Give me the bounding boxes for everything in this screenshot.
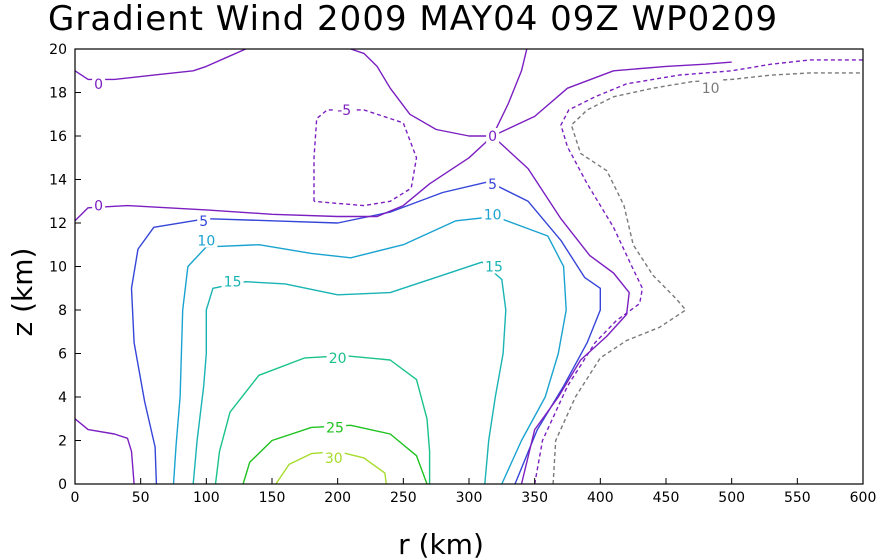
contour-line-6-2 <box>74 418 135 485</box>
x-axis-label: r (km) <box>398 528 484 559</box>
contour-label: 0 <box>488 129 497 145</box>
contour-label-bg <box>333 101 356 117</box>
contour-line-7-0 <box>313 109 418 207</box>
contour-label: 25 <box>326 420 344 436</box>
contour-label-bg <box>221 273 244 289</box>
x-tick-label: 250 <box>390 490 417 506</box>
y-tick-label: 6 <box>58 347 67 363</box>
contour-label-bg <box>92 75 106 91</box>
y-tick-label: 14 <box>49 173 67 189</box>
contour-label-bg <box>486 175 500 191</box>
contour-line-6-1 <box>74 135 630 485</box>
contour-line-2-0 <box>214 355 431 485</box>
y-tick-label: 12 <box>49 216 67 232</box>
contour-label: 15 <box>485 260 503 276</box>
y-tick-label: 20 <box>49 42 67 58</box>
contour-label-bg <box>322 449 345 465</box>
contour-label: 0 <box>94 199 103 215</box>
contour-label: 10 <box>197 233 215 249</box>
contour-label-bg <box>699 80 722 96</box>
contour-line-3-0 <box>192 261 507 485</box>
y-tick-label: 16 <box>49 129 67 145</box>
contour-label-bg <box>486 128 500 143</box>
x-tick-label: 200 <box>324 490 351 506</box>
y-axis-label: z (km) <box>6 248 39 337</box>
contour-line-6-4 <box>492 61 732 137</box>
y-tick-label: 8 <box>58 303 67 319</box>
contour-line-7-1 <box>534 59 863 485</box>
contour-label: -5 <box>337 103 351 119</box>
contour-line-8-0 <box>552 72 863 485</box>
x-tick-label: 600 <box>850 490 877 506</box>
x-tick-label: 550 <box>784 490 811 506</box>
contour-label: 20 <box>329 351 347 367</box>
contour-label-bg <box>92 197 106 213</box>
x-tick-label: 150 <box>259 490 286 506</box>
contour-label: 30 <box>325 451 343 467</box>
contour-label-bg <box>197 212 211 228</box>
contour-label: 10 <box>484 207 502 223</box>
contour-label-bg <box>482 258 505 274</box>
contour-label: 5 <box>488 177 497 193</box>
contour-label-bg <box>481 206 504 222</box>
y-tick-label: 0 <box>58 477 67 493</box>
contour-label-bg <box>326 349 349 365</box>
contour-label: 5 <box>199 214 208 230</box>
x-tick-label: 0 <box>71 490 80 506</box>
contour-label-bg <box>195 232 218 248</box>
contour-line-6-3 <box>350 48 528 137</box>
contour-label: 0 <box>94 77 103 93</box>
contour-label: 10 <box>702 81 720 97</box>
y-tick-label: 10 <box>49 260 67 276</box>
y-tick-label: 2 <box>58 434 67 450</box>
x-tick-label: 450 <box>653 490 680 506</box>
contour-line-4-0 <box>172 215 567 485</box>
contour-line-5-0 <box>130 181 601 485</box>
y-tick-label: 4 <box>58 390 67 406</box>
y-tick-label: 18 <box>49 86 67 102</box>
x-tick-label: 300 <box>456 490 483 506</box>
x-axis-ticks: 0 50 100 150 200 250 300 350 400 450 500 550 600 <box>71 478 877 506</box>
x-tick-label: 50 <box>132 490 150 506</box>
x-tick-label: 500 <box>718 490 745 506</box>
x-tick-label: 350 <box>521 490 548 506</box>
contour-label: 15 <box>224 275 242 291</box>
contour-label-bg <box>324 419 347 435</box>
y-axis-ticks: 0 2 4 6 8 10 12 14 16 18 20 <box>49 42 81 493</box>
contour-line-6-0 <box>74 48 246 81</box>
contour-lines <box>74 48 863 485</box>
x-tick-label: 100 <box>193 490 220 506</box>
chart-title: Gradient Wind 2009 MAY04 09Z WP0209 <box>48 0 778 39</box>
x-tick-label: 400 <box>587 490 614 506</box>
